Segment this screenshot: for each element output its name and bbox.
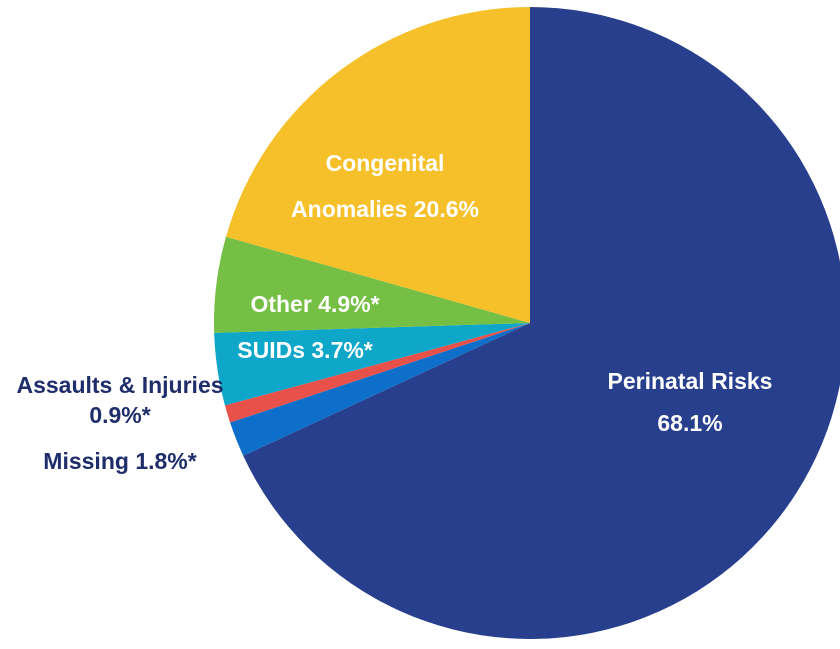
category-name: Congenital Anomalies — [291, 150, 445, 222]
value-label: 3.7%* — [311, 337, 373, 363]
value-label: 20.6% — [413, 196, 479, 222]
slice-label: Other 4.9%* — [250, 290, 379, 318]
category-name: Perinatal Risks — [607, 368, 773, 394]
pie-slice — [214, 323, 530, 406]
category-name: Missing — [43, 448, 129, 474]
slice-label: Congenital Anomalies 20.6% — [265, 140, 505, 232]
pie-slice — [225, 7, 530, 323]
slice-label: SUIDs 3.7%* — [237, 336, 373, 364]
category-name: Assaults & Injuries — [16, 372, 224, 398]
pie-slice — [230, 323, 530, 456]
pie-slice — [224, 323, 531, 423]
slice-label: Missing 1.8%* — [43, 447, 196, 475]
slice-label: Assaults & Injuries 0.9%* — [15, 370, 225, 430]
value-label: 68.1% — [657, 410, 723, 436]
slice-label: Perinatal Risks 68.1% — [575, 360, 805, 444]
category-name: Other — [250, 291, 312, 317]
pie-slice — [243, 7, 840, 639]
value-label: 4.9%* — [318, 291, 380, 317]
pie-slice — [214, 236, 530, 333]
value-label: 0.9%* — [89, 402, 151, 428]
value-label: 1.8%* — [135, 448, 197, 474]
category-name: SUIDs — [237, 337, 305, 363]
